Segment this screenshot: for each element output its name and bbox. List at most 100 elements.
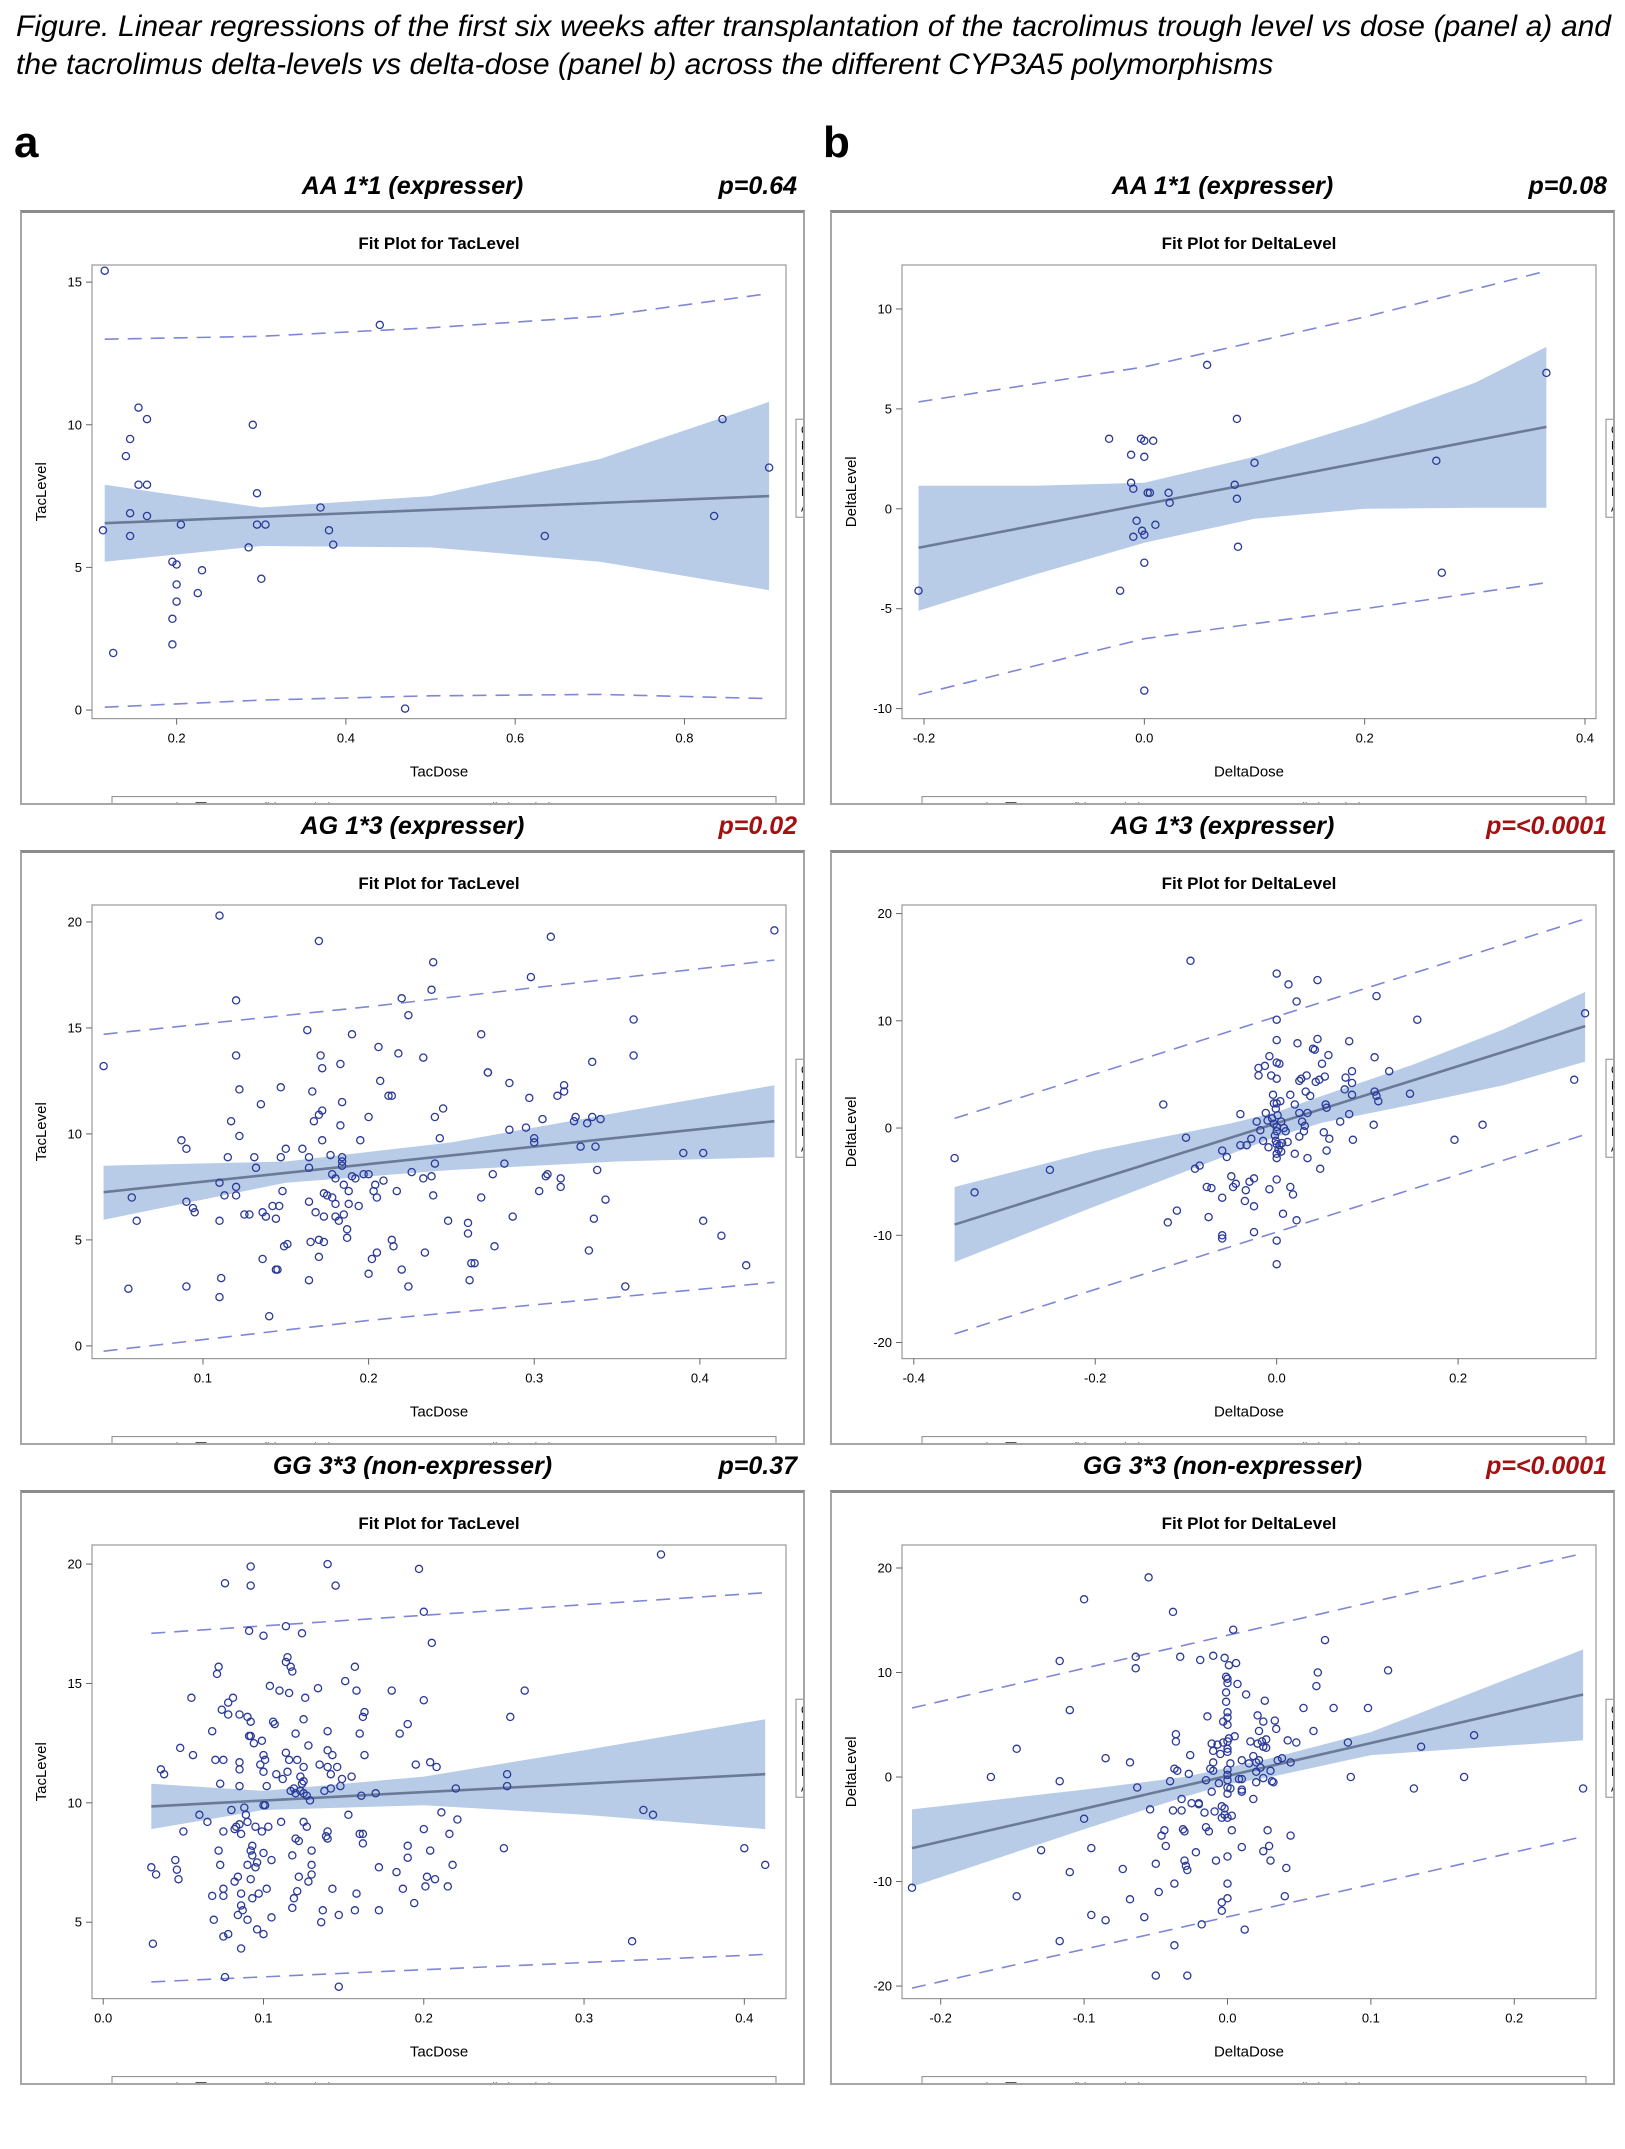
data-point (1261, 1735, 1271, 1744)
data-point (238, 1906, 247, 1915)
data-point (1101, 1915, 1110, 1925)
data-point (1223, 1707, 1232, 1717)
data-point (1370, 1087, 1379, 1096)
data-point (1310, 1045, 1320, 1055)
data-point (358, 1839, 368, 1848)
data-point (360, 1707, 369, 1717)
x-tick-label: 0.1 (194, 1371, 212, 1386)
y-axis-label: TacLevel (33, 1742, 50, 1801)
data-point (193, 588, 203, 598)
data-point (291, 1729, 300, 1738)
data-point (463, 1218, 473, 1228)
data-point (1578, 1784, 1588, 1793)
data-point (520, 1686, 529, 1695)
data-point (556, 1182, 565, 1192)
legend-confidence-label: 95% Confidence Limits (1022, 1441, 1150, 1443)
data-point (1055, 1656, 1064, 1666)
data-point (1223, 1674, 1232, 1684)
plot-title: Fit Plot for DeltaLevel (1162, 1514, 1337, 1533)
x-tick-label: 0.0 (94, 2011, 112, 2026)
y-axis-label: DeltaLevel (843, 1736, 860, 1807)
data-point (1213, 1740, 1222, 1749)
legend-fit-label: Fit (168, 2081, 182, 2083)
data-point (317, 1136, 327, 1145)
data-point (1247, 1134, 1256, 1144)
data-point (414, 1564, 424, 1574)
data-point (587, 1112, 597, 1122)
data-point (1207, 1787, 1216, 1796)
data-point (627, 1937, 637, 1946)
stat-label: Observations (1611, 1705, 1613, 1717)
data-point (1273, 1756, 1282, 1765)
data-point (419, 1824, 429, 1834)
data-point (364, 1169, 373, 1179)
data-point (1282, 1863, 1291, 1873)
data-point (463, 1229, 473, 1238)
data-point (1222, 1152, 1232, 1162)
data-point (187, 1693, 196, 1703)
data-point (419, 1607, 429, 1617)
data-point (215, 1178, 224, 1187)
data-point (327, 1193, 337, 1202)
data-point (770, 926, 779, 935)
data-point (1272, 1259, 1281, 1269)
data-point (1012, 1891, 1021, 1901)
y-tick-label: 20 (878, 906, 892, 921)
x-axis-label: TacDose (410, 2044, 468, 2061)
data-point (328, 540, 338, 549)
data-point (1223, 1720, 1232, 1730)
data-point (371, 1789, 380, 1798)
data-point (284, 1688, 294, 1698)
data-point (326, 1150, 335, 1160)
data-point (334, 1216, 344, 1226)
data-point (1224, 1734, 1234, 1743)
data-point (1172, 1206, 1182, 1215)
data-point (372, 1248, 382, 1257)
data-point (1195, 1161, 1204, 1170)
genotype-title: AA 1*1 (expresser) (301, 172, 524, 200)
data-point (1191, 1848, 1201, 1857)
plot-area-border (91, 904, 787, 1360)
data-point (337, 1774, 347, 1784)
data-point (307, 1870, 316, 1879)
data-point (243, 1860, 252, 1870)
y-axis-label: TacLevel (33, 1102, 50, 1161)
data-point (1259, 1717, 1268, 1726)
data-point (760, 1860, 770, 1870)
prediction-limit-upper (911, 1552, 1584, 1709)
data-point (125, 434, 135, 444)
data-point (587, 1057, 597, 1067)
data-point (235, 1765, 244, 1774)
data-point (271, 1214, 281, 1223)
data-point (142, 414, 152, 424)
data-point (337, 1157, 347, 1166)
data-point (259, 1750, 268, 1760)
stat-label: Adj R-Square (1611, 1143, 1613, 1155)
data-point (914, 586, 923, 595)
prediction-limit-lower (954, 1133, 1586, 1335)
fit-statistics-box: Observations220Parameters2Error DF218MSE… (1605, 1698, 1613, 1798)
data-point (374, 1863, 384, 1872)
data-point (1272, 1035, 1281, 1045)
data-point (372, 1193, 382, 1202)
fit-line (954, 1024, 1586, 1226)
y-tick-label: 15 (68, 1676, 82, 1691)
data-point (375, 1076, 385, 1086)
data-point (374, 1042, 383, 1052)
data-point (389, 1242, 398, 1251)
data-point (421, 1882, 430, 1891)
data-point (1299, 1703, 1308, 1713)
data-point (1132, 516, 1141, 526)
data-point (334, 1982, 344, 1991)
data-point (1079, 1814, 1089, 1824)
data-point (629, 1051, 638, 1060)
data-point (1343, 1738, 1353, 1747)
data-point (307, 1846, 316, 1855)
data-point (1104, 434, 1114, 444)
data-point (1197, 1920, 1206, 1929)
data-point (321, 1832, 331, 1841)
fit-statistics-box: Observations226Parameters2Error DF224MSE… (795, 1698, 803, 1798)
y-tick-label: 10 (68, 1795, 82, 1810)
data-point (1234, 1774, 1244, 1784)
data-point (1079, 1595, 1089, 1604)
